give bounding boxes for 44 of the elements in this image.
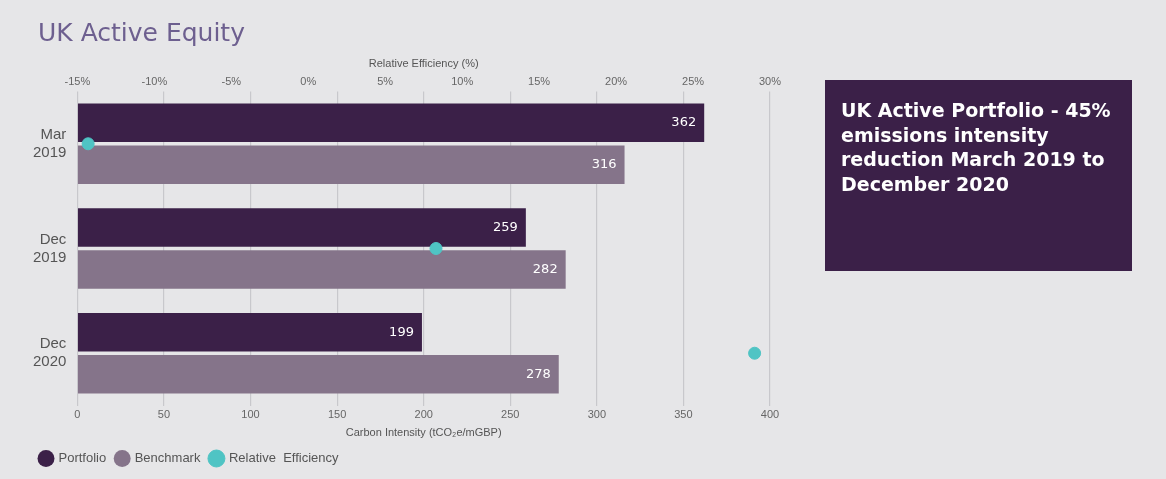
x-tick-label: 100 — [241, 408, 260, 421]
data-label: 316 — [591, 156, 617, 172]
point — [429, 242, 443, 255]
legend-label: Portfolio — [58, 450, 107, 466]
bar — [77, 208, 526, 247]
chart-title: UK Active Equity — [38, 18, 245, 47]
data-label: 199 — [389, 323, 414, 339]
x2-tick-label: 30% — [758, 74, 782, 87]
x-tick-label: 150 — [327, 408, 347, 421]
x2-tick-label: 20% — [605, 74, 628, 87]
data-label: 362 — [671, 114, 697, 130]
x2-tick-label: -15% — [64, 74, 91, 87]
legend-label: Relative Efficiency — [228, 450, 340, 466]
x-tick-label: 400 — [760, 408, 780, 421]
x2-tick-label: -10% — [141, 74, 168, 87]
y-tick-label: Dec 2019 — [32, 229, 67, 265]
point — [81, 137, 95, 151]
x2-tick-label: -5% — [221, 74, 242, 87]
x-tick-label: 250 — [501, 408, 520, 421]
x-tick-label: 300 — [587, 408, 607, 421]
data-label: 282 — [532, 260, 558, 276]
bar — [77, 145, 625, 184]
x2-tick-label: 25% — [682, 74, 705, 87]
legend-label: Benchmark — [134, 450, 201, 466]
x-axis-title: Carbon Intensity (tCO₂e/mGBP) — [345, 426, 502, 439]
y-tick-label: Dec 2020 — [32, 334, 67, 370]
data-label: 278 — [525, 365, 551, 381]
x2-tick-label: 10% — [451, 74, 474, 87]
x-tick-label: 200 — [414, 408, 433, 421]
bar — [77, 250, 566, 289]
x2-tick-label: 0% — [300, 74, 317, 87]
x-tick-label: 50 — [157, 408, 171, 421]
x2-tick-label: 15% — [528, 74, 551, 87]
x2-axis-title: Relative Efficiency (%) — [368, 56, 479, 69]
bar — [77, 313, 422, 352]
bar — [77, 354, 559, 394]
x-tick-label: 350 — [674, 408, 693, 421]
x2-tick-label: 5% — [377, 74, 394, 87]
point — [748, 346, 762, 360]
y-tick-label: Mar 2019 — [32, 124, 67, 160]
x-tick-label: 0 — [74, 408, 81, 421]
bar — [77, 103, 705, 143]
data-label: 259 — [493, 218, 518, 234]
text: UK Active Portfolio - 45% emissions intensity reduction March 2019 to December 2020 — [825, 80, 1132, 271]
